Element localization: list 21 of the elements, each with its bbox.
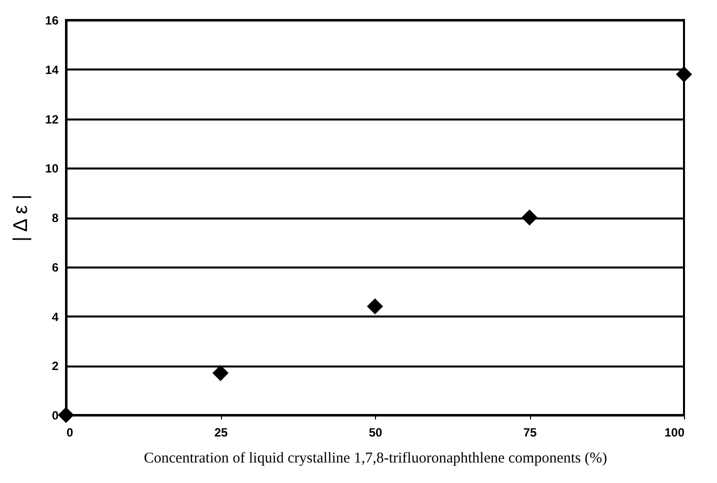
x-tick-label: 50 bbox=[368, 426, 382, 440]
y-tick-label: 8 bbox=[52, 211, 59, 225]
y-tick-label: 14 bbox=[45, 62, 59, 77]
point bbox=[676, 66, 692, 82]
point bbox=[521, 209, 538, 226]
point bbox=[366, 298, 384, 314]
point bbox=[212, 364, 229, 382]
y-tick-label: 2 bbox=[52, 359, 59, 374]
x-axis-title: Concentration of liquid crystalline 1,7,8-trifluoronaphthlene components (%) bbox=[144, 450, 608, 466]
y-axis-title: | Δ ε | bbox=[10, 194, 32, 242]
y-tick-label: 0 bbox=[52, 408, 59, 422]
x-tick-label: 0 bbox=[66, 426, 74, 440]
y-tick-label: 4 bbox=[52, 310, 59, 324]
y-tick-label: 16 bbox=[45, 14, 59, 28]
x-tick-label: 75 bbox=[523, 426, 537, 440]
y-tick-label: 12 bbox=[45, 112, 59, 126]
x-tick-label: 100 bbox=[664, 426, 685, 440]
x-tick-label: 25 bbox=[214, 426, 228, 440]
y-tick-label: 6 bbox=[52, 260, 59, 274]
y-tick-label: 10 bbox=[45, 162, 59, 176]
point bbox=[58, 406, 74, 424]
